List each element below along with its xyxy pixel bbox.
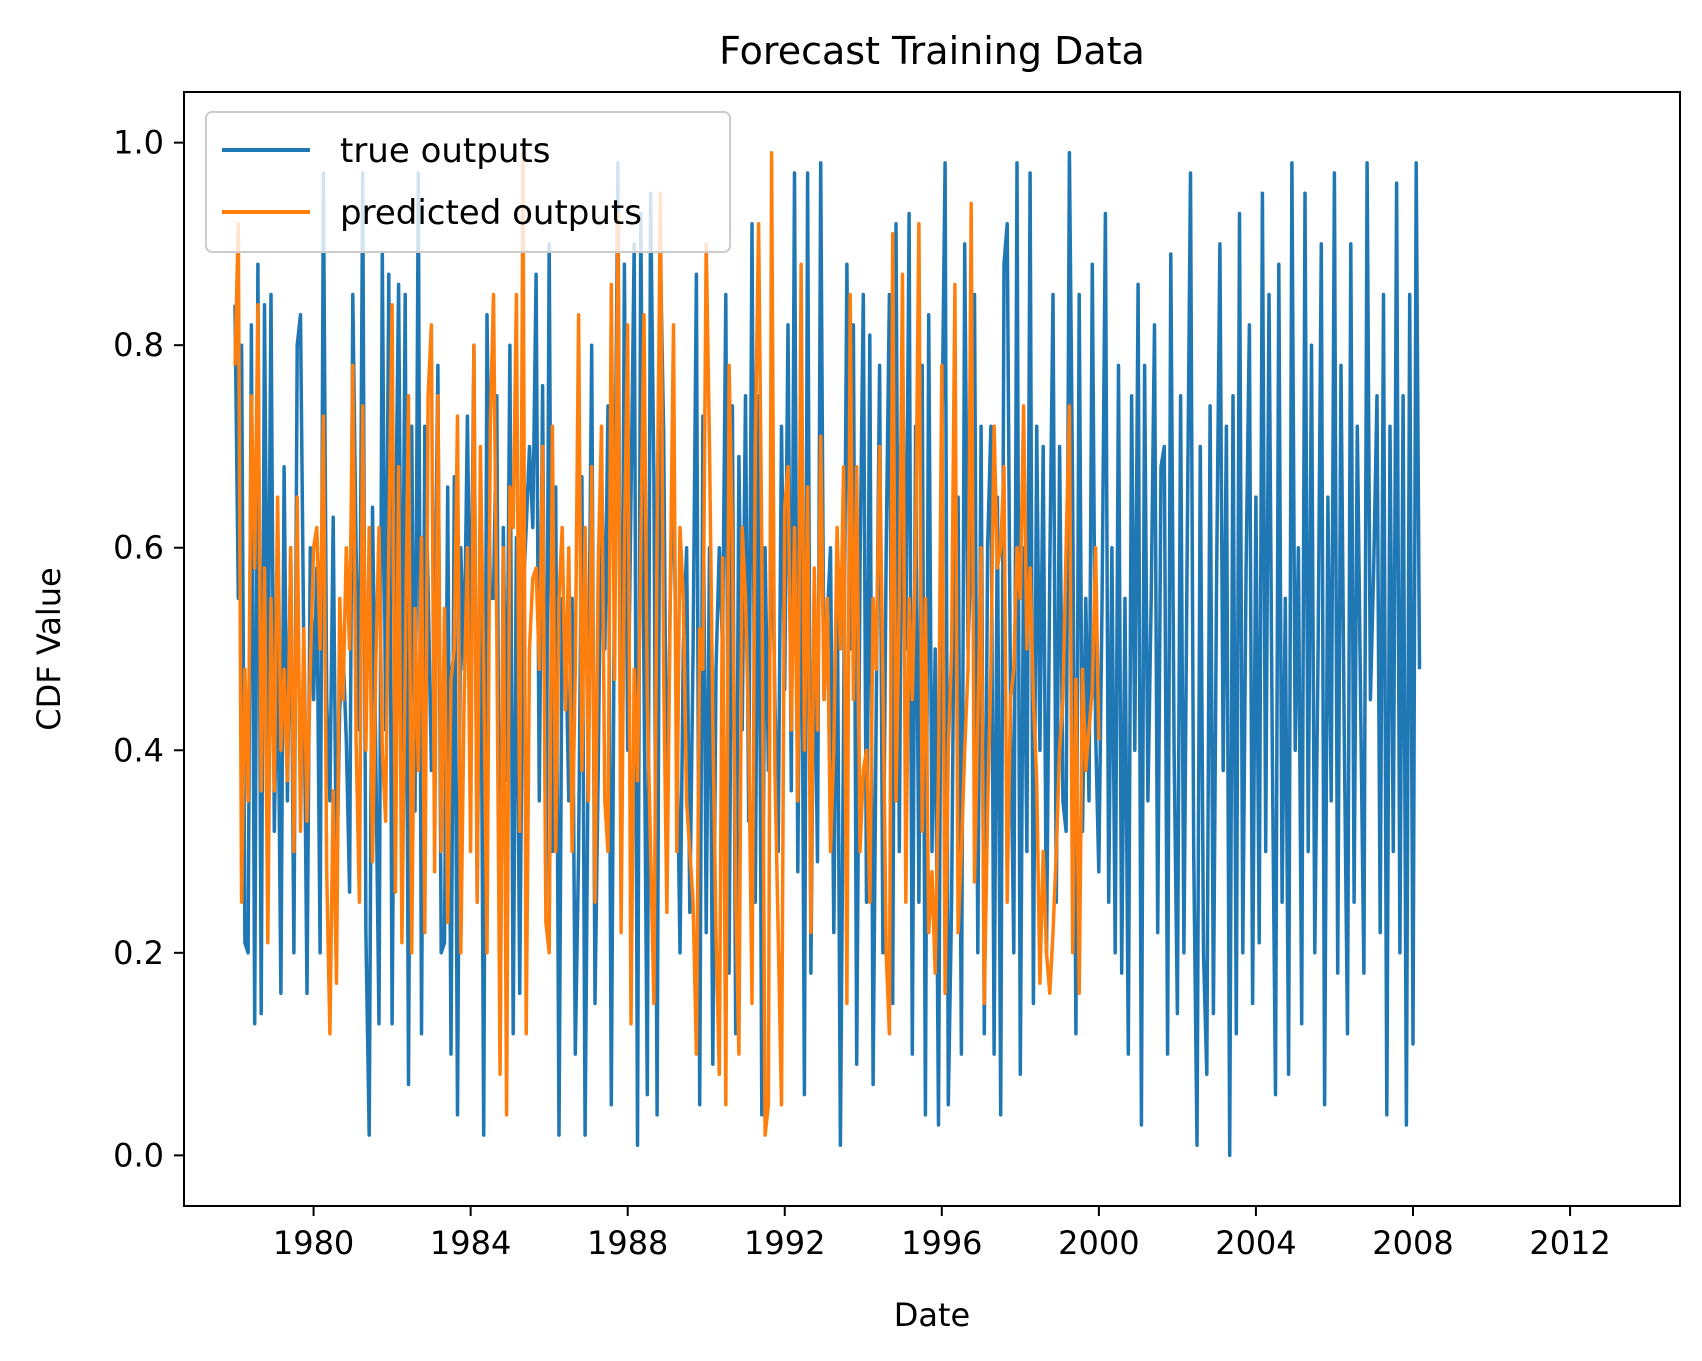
y-tick-label: 0.6: [113, 529, 164, 567]
x-tick-label: 1992: [744, 1224, 825, 1262]
x-tick-label: 1988: [587, 1224, 668, 1262]
x-tick-label: 1984: [430, 1224, 511, 1262]
x-tick-label: 2000: [1058, 1224, 1139, 1262]
x-axis-label: Date: [894, 1296, 970, 1334]
y-tick-label: 0.8: [113, 326, 164, 364]
legend-label-true-outputs: true outputs: [340, 131, 550, 171]
series-line-predicted-outputs: [233, 151, 1101, 1137]
y-tick-label: 0.2: [113, 934, 164, 972]
x-tick-label: 1980: [273, 1224, 354, 1262]
x-tick-label: 2004: [1215, 1224, 1296, 1262]
y-tick-label: 0.4: [113, 731, 164, 769]
y-axis-label: CDF Value: [30, 567, 68, 730]
chart-title: Forecast Training Data: [719, 29, 1145, 73]
y-tick-label: 1.0: [113, 124, 164, 162]
ticks-layer: 1980 1984 1988 1992 1996 2000 2004 2008 2012 0.0 0…: [113, 124, 1611, 1262]
x-tick-label: 2012: [1529, 1224, 1610, 1262]
series-layer: [233, 151, 1422, 1158]
y-tick-label: 0.0: [113, 1136, 164, 1174]
x-tick-label: 2008: [1372, 1224, 1453, 1262]
legend-label-predicted-outputs: predicted outputs: [340, 193, 642, 233]
plot-frame: [183, 91, 1681, 1207]
legend-box: [205, 111, 731, 253]
x-tick-label: 1996: [901, 1224, 982, 1262]
legend: true outputs predicted outputs: [205, 111, 731, 253]
